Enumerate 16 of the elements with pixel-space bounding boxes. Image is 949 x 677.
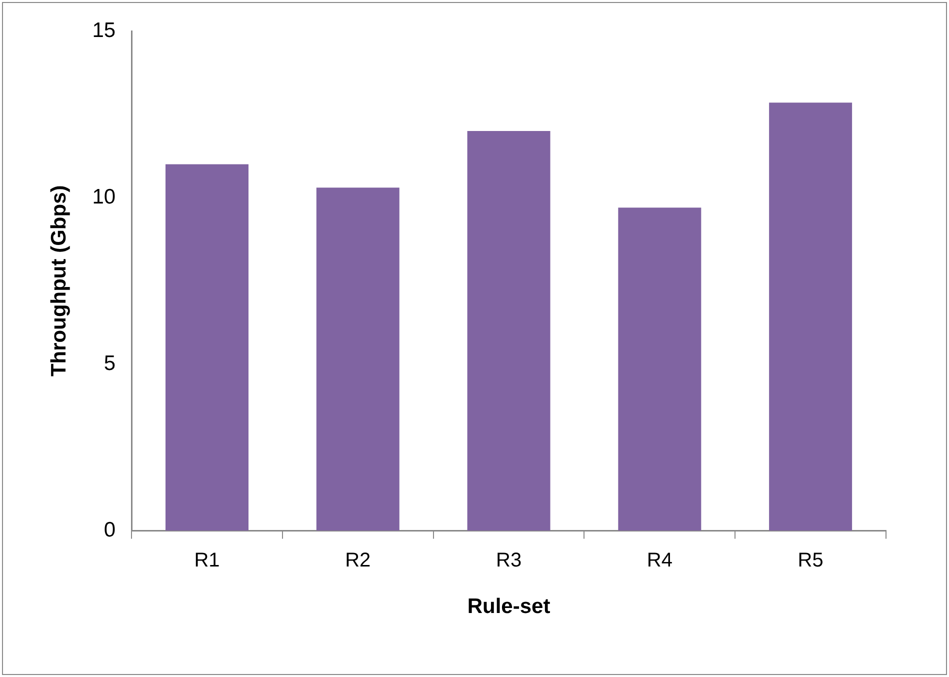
y-tick-label: 0 (104, 518, 116, 542)
y-tick-label: 10 (92, 185, 116, 208)
bar (618, 208, 702, 531)
bar (316, 188, 400, 531)
y-axis-title: Throughput (Gbps) (47, 185, 70, 377)
x-axis-title: Rule-set (467, 595, 550, 618)
bar (769, 102, 852, 531)
x-tick-label: R3 (496, 549, 522, 572)
bar (166, 164, 248, 531)
x-tick-label: R2 (345, 549, 371, 572)
y-tick-label: 5 (104, 352, 116, 375)
x-tick-label: R5 (798, 549, 824, 572)
x-tick-label: R4 (646, 549, 672, 572)
x-tick-label: R1 (194, 549, 220, 572)
bar (467, 130, 550, 531)
y-tick-label: 15 (92, 18, 116, 42)
